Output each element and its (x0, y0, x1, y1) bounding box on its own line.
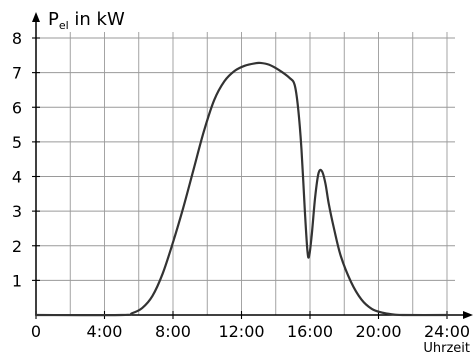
y-tick-label: 2 (12, 237, 22, 256)
x-tick-label: 24:00 (424, 322, 470, 341)
y-axis-title-main: P (48, 9, 59, 30)
x-tick-label: 16:00 (287, 322, 333, 341)
axes (32, 12, 473, 319)
y-tick-label: 4 (12, 168, 22, 187)
x-tick-label: 8:00 (155, 322, 191, 341)
grid (36, 32, 455, 315)
y-axis-title-sub: el (59, 19, 69, 32)
y-tick-label: 3 (12, 202, 22, 221)
y-tick-label: 6 (12, 98, 22, 117)
x-tick-label: 4:00 (87, 322, 123, 341)
y-tick-label: 8 (12, 29, 22, 48)
x-tick-label: 20:00 (355, 322, 401, 341)
y-tick-label: 5 (12, 133, 22, 152)
ticks (32, 37, 448, 319)
y-axis-arrow (32, 12, 40, 22)
power-curve (34, 61, 449, 317)
y-axis-title-unit: in kW (69, 9, 125, 30)
x-tick-label: 0 (31, 322, 41, 341)
y-tick-label: 7 (12, 64, 22, 83)
x-axis-title: Uhrzeit (423, 341, 470, 356)
x-tick-labels: 0 4:00 8:00 12:00 16:00 20:00 24:00 (31, 322, 470, 341)
x-tick-label: 12:00 (218, 322, 264, 341)
y-tick-label: 1 (12, 271, 22, 290)
y-tick-labels: 1 2 3 4 5 6 7 8 (12, 29, 22, 290)
x-axis-arrow (463, 311, 473, 319)
y-axis-title: Pel in kW (48, 9, 125, 32)
